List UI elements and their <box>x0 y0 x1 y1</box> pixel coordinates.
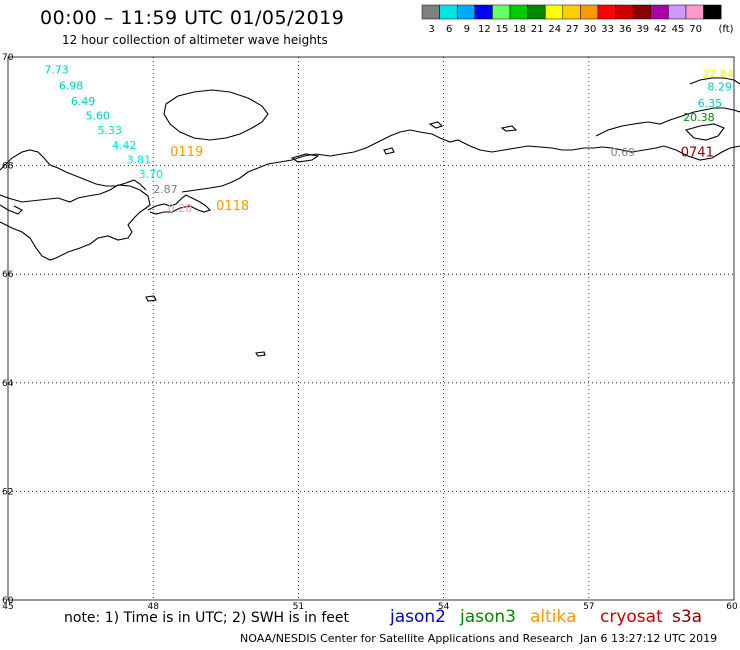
lat-lon-grid <box>7 56 735 601</box>
legend-tick-label: 21 <box>531 24 544 35</box>
coastline-yugorsky <box>595 107 740 137</box>
legend-tick-label: 12 <box>478 24 491 35</box>
wave-height-value: 20.38 <box>683 111 715 124</box>
wave-height-value: 5.33 <box>98 124 123 137</box>
wave-height-observations: 7.73 6.98 6.495.60 5.33 4.423.81 3.70 2.87 0.28… <box>44 63 734 214</box>
map-frame <box>7 56 735 601</box>
wave-height-value: 0.69 <box>611 146 636 159</box>
legend-unit: (ft) <box>718 24 733 35</box>
satellite-label-jason2: jason2 <box>390 607 446 627</box>
legend-tick-label: 24 <box>548 24 561 35</box>
vaygach-island <box>684 123 725 141</box>
coastline-kanin-south <box>0 204 23 215</box>
legend-tick-label: 27 <box>566 24 579 35</box>
wave-height-value: 3.70 <box>139 168 164 181</box>
legend-tick-label: 33 <box>601 24 614 35</box>
wave-height-value: 6.98 <box>59 80 84 93</box>
island-small-6 <box>290 153 320 163</box>
lat-tick-label: 70 <box>2 53 14 63</box>
legend-tick-label: 42 <box>654 24 667 35</box>
satellite-label-cryosat: cryosat <box>600 607 663 627</box>
coastline-kanin <box>0 149 147 191</box>
wave-height-value: 2.87 <box>153 183 178 196</box>
legend-tick-label: 18 <box>513 24 526 35</box>
novaya-zemlya-tip <box>689 77 740 85</box>
coastline-mainland-central <box>147 194 212 215</box>
pass-time-label: 0741 <box>681 145 714 160</box>
pass-time-label: 0119 <box>170 145 203 160</box>
map-title: 00:00 – 11:59 UTC 01/05/2019 <box>40 7 345 29</box>
lon-tick-label: 54 <box>438 602 450 612</box>
pass-time-label: 0118 <box>216 199 249 214</box>
wave-height-value: 6.35 <box>698 97 723 110</box>
coastline <box>0 77 740 357</box>
wave-height-value: 0.28 <box>168 202 193 215</box>
island-small-2 <box>500 125 518 132</box>
wave-height-value: 3.81 <box>127 153 152 166</box>
lon-tick-label: 45 <box>2 602 13 612</box>
coastline-pechora-sea <box>181 129 665 193</box>
legend-tick-label: 45 <box>672 24 685 35</box>
satellite-label-altika: altika <box>530 607 577 627</box>
island-small-1 <box>428 121 444 129</box>
lat-tick-label: 60 <box>2 596 14 606</box>
generated-timestamp: Jan 6 13:27:12 UTC 2019 <box>580 632 718 645</box>
island-small-5 <box>255 351 266 357</box>
legend-swatch <box>703 4 722 20</box>
wave-height-color-legend: 3 6 9 12 15 18 21 24 27 30 33 36 39 42 45 70 (ft) <box>421 4 734 35</box>
coastline-mainland-west <box>0 184 151 261</box>
coastline-yugorsky-south <box>663 145 740 161</box>
wave-height-value: 6.49 <box>71 95 96 108</box>
wave-height-value: 5.60 <box>85 109 110 122</box>
wave-height-value: 22.84 <box>703 68 735 81</box>
lat-tick-label: 62 <box>2 487 13 497</box>
lon-tick-label: 57 <box>583 602 594 612</box>
legend-tick-label: 6 <box>446 24 452 35</box>
wave-height-value: 7.73 <box>44 63 69 76</box>
satellite-label-jason3: jason3 <box>460 607 516 627</box>
legend-tick-label: 36 <box>619 24 632 35</box>
kolguev-island <box>163 89 269 141</box>
island-small-4 <box>145 295 157 302</box>
legend-tick-label: 9 <box>464 24 470 35</box>
lat-tick-label: 64 <box>2 379 14 389</box>
legend-tick-label: 3 <box>428 24 434 35</box>
lon-tick-label: 60 <box>726 602 738 612</box>
legend-tick-label: 39 <box>636 24 649 35</box>
lat-tick-label: 68 <box>2 162 14 172</box>
wave-height-value: 4.42 <box>112 139 137 152</box>
lon-tick-label: 48 <box>147 602 159 612</box>
legend-tick-label: 15 <box>496 24 509 35</box>
lat-tick-label: 66 <box>2 270 14 280</box>
satellite-label-s3a: s3a <box>672 607 703 627</box>
wave-height-value: 8.29 <box>707 81 732 94</box>
legend-tick-label: 70 <box>689 24 702 35</box>
lon-tick-label: 51 <box>293 602 304 612</box>
axis-labels: 45 48 51 54 57 60 70 68 66 64 62 60 <box>2 53 738 612</box>
footer-note: note: 1) Time is in UTC; 2) SWH is in fe… <box>64 610 350 626</box>
island-small-3 <box>383 147 395 155</box>
legend-tick-label: 30 <box>584 24 597 35</box>
credit-line: NOAA/NESDIS Center for Satellite Applica… <box>240 632 574 645</box>
map-subtitle: 12 hour collection of altimeter wave hei… <box>62 33 328 47</box>
